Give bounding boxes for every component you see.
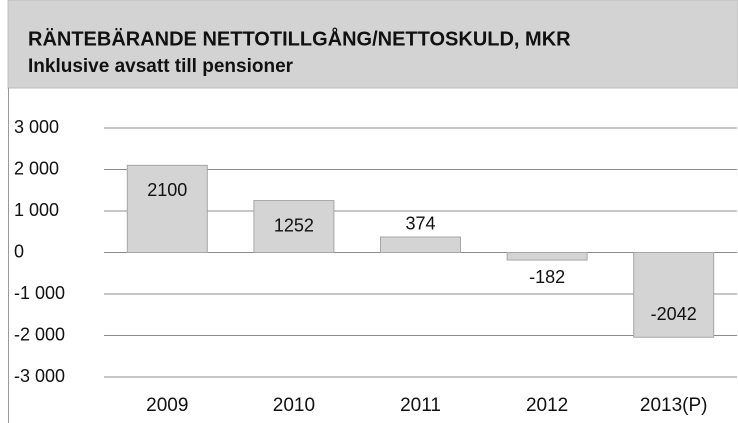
header-band (7, 0, 738, 89)
x-tick-label: 2010 (273, 395, 315, 416)
y-tick-label: 3 000 (14, 117, 59, 137)
chart-title: RÄNTEBÄRANDE NETTOTILLGÅNG/NETTOSKULD, M… (28, 26, 571, 50)
bar (633, 252, 715, 338)
x-tick-label: 2009 (146, 395, 188, 416)
y-tick-label: 0 (14, 241, 24, 261)
data-label: -2042 (651, 304, 697, 324)
bar (506, 252, 588, 261)
data-label: 2100 (147, 180, 187, 200)
bar (380, 236, 461, 254)
y-tick-label: -3 000 (14, 366, 65, 386)
x-tick-label: 2013(P) (640, 395, 708, 416)
data-label: 1252 (274, 215, 314, 235)
y-tick-label: 1 000 (14, 200, 59, 220)
y-tick-label: 2 000 (14, 158, 59, 178)
data-label: 374 (405, 214, 435, 234)
x-tick-label: 2012 (526, 395, 568, 416)
data-label: -182 (529, 267, 565, 287)
bar (253, 200, 335, 254)
y-tick-label: -1 000 (14, 283, 65, 303)
x-tick-label: 2011 (400, 395, 441, 416)
chart-subtitle: Inklusive avsatt till pensioner (28, 56, 294, 77)
bar (126, 164, 208, 254)
y-tick-label: -2 000 (14, 324, 65, 344)
